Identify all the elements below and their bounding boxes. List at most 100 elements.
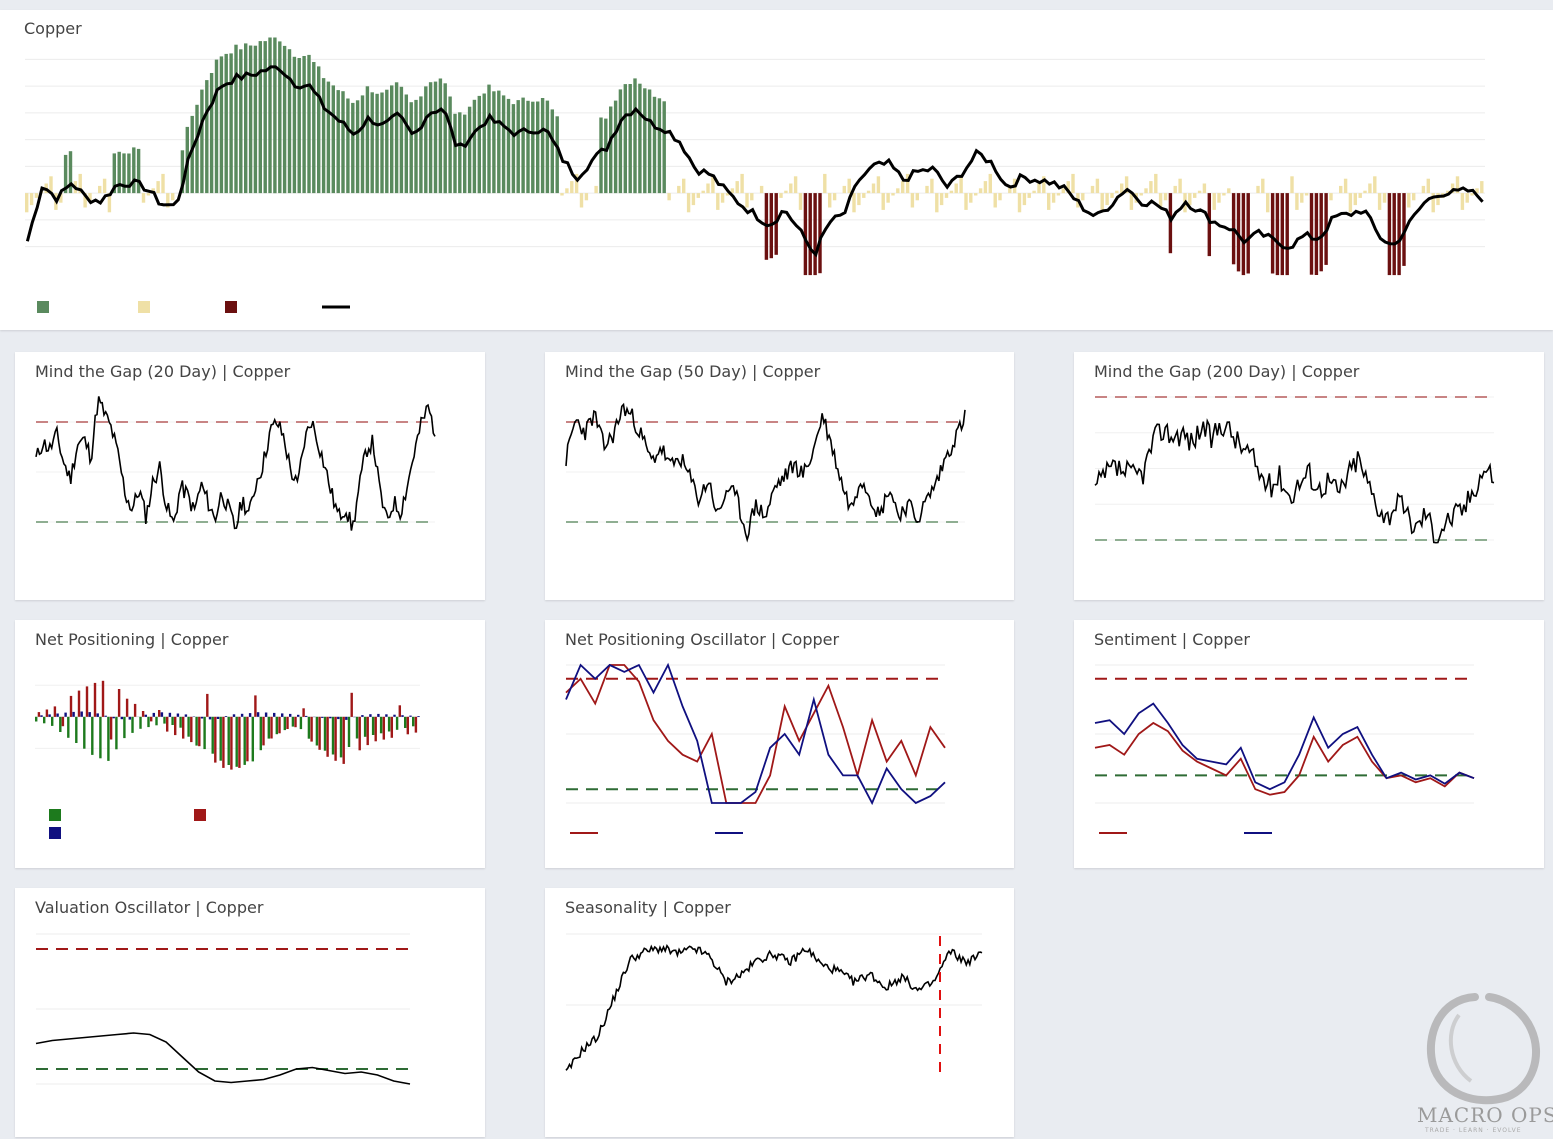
regime-bar (1393, 193, 1396, 275)
sentiment-chart (1074, 620, 1544, 868)
regime-bar (332, 85, 335, 193)
position-bar-commercials (268, 717, 270, 739)
regime-bar (862, 193, 865, 198)
position-bar-commercials (163, 717, 165, 724)
regime-bar (1373, 176, 1376, 193)
regime-bar (1222, 193, 1225, 195)
position-bar-small_spec (241, 714, 243, 717)
regime-bar (327, 82, 330, 194)
position-bar-large_spec (46, 710, 48, 717)
regime-bar (444, 83, 447, 193)
position-bar-commercials (107, 717, 109, 761)
regime-bar (302, 56, 305, 193)
position-bar-small_spec (113, 717, 115, 719)
regime-bar (453, 114, 456, 193)
position-bar-small_spec (177, 714, 179, 717)
regime-bar (624, 84, 627, 193)
position-bar-small_spec (209, 717, 211, 720)
regime-bar (405, 95, 408, 194)
regime-bar (429, 82, 432, 193)
regime-bar (1359, 193, 1362, 198)
position-bar-large_spec (262, 717, 264, 746)
regime-bar (760, 186, 763, 193)
position-bar-small_spec (185, 714, 187, 716)
position-bar-commercials (244, 717, 246, 765)
season-chart (545, 888, 1014, 1137)
gap50-card: Mind the Gap (50 Day) | Copper (545, 352, 1014, 600)
regime-bar (643, 88, 646, 193)
sentiment-card: Sentiment | Copper (1074, 620, 1544, 868)
legend-swatch-bear (225, 301, 237, 313)
position-bar-commercials (324, 717, 326, 751)
regime-bar (1096, 179, 1099, 193)
regime-bar (750, 193, 753, 200)
regime-bar (1295, 193, 1298, 210)
regime-bar (974, 193, 977, 195)
regime-bar (901, 181, 904, 193)
legend-swatch-commercials (49, 809, 61, 821)
position-bar-large_spec (375, 717, 377, 742)
regime-bar (843, 186, 846, 193)
regime-bar (278, 41, 281, 193)
position-bar-commercials (372, 717, 374, 735)
regime-bar (745, 193, 748, 207)
regime-bar (867, 191, 870, 193)
regime-bar (239, 49, 242, 193)
regime-bar (1397, 193, 1400, 275)
position-bar-small_spec (64, 713, 66, 717)
regime-bar (1154, 174, 1157, 193)
position-bar-large_spec (126, 699, 128, 717)
regime-bar (312, 62, 315, 193)
regime-bar (925, 186, 928, 193)
position-bar-commercials (332, 717, 334, 755)
regime-bar (268, 38, 271, 194)
series-line-0 (36, 1033, 410, 1084)
seasonality-line (566, 946, 982, 1071)
regime-bar (200, 90, 203, 194)
position-bar-large_spec (230, 717, 232, 770)
position-bar-large_spec (206, 694, 208, 717)
regime-bar (882, 193, 885, 210)
regime-bar (658, 98, 661, 193)
position-bar-small_spec (273, 713, 275, 717)
regime-bar (823, 174, 826, 193)
regime-bar (395, 82, 398, 193)
regime-bar (818, 193, 821, 273)
regime-bar (1412, 193, 1415, 200)
regime-bar (911, 193, 914, 207)
position-bar-commercials (115, 717, 117, 750)
regime-bar (142, 193, 145, 203)
position-bar-small_spec (361, 715, 363, 717)
position-bar-small_spec (249, 713, 251, 717)
regime-bar (736, 181, 739, 193)
regime-bar (473, 100, 476, 193)
regime-bar (1286, 193, 1289, 275)
regime-bar (1339, 186, 1342, 193)
netpos-card: Net Positioning | Copper (15, 620, 485, 868)
position-bar-commercials (83, 717, 85, 749)
regime-bar (629, 84, 632, 193)
main-chart (0, 10, 1553, 330)
regime-bar (1349, 193, 1352, 212)
regime-bar (463, 115, 466, 194)
regime-bar (852, 193, 855, 212)
regime-bar (1144, 188, 1147, 193)
regime-bar (955, 184, 958, 194)
regime-bar (1388, 193, 1391, 275)
regime-bar (414, 100, 417, 193)
position-bar-commercials (364, 717, 366, 737)
position-bar-commercials (316, 717, 318, 746)
regime-bar (341, 91, 344, 193)
regime-bar (653, 97, 656, 193)
position-bar-large_spec (86, 686, 88, 716)
regime-bar (502, 95, 505, 193)
regime-bar (1047, 193, 1050, 210)
regime-bar (848, 179, 851, 193)
position-bar-commercials (59, 717, 61, 732)
regime-bar (1227, 188, 1230, 193)
regime-bar (1281, 193, 1284, 275)
regime-bar (259, 41, 262, 193)
position-bar-small_spec (297, 715, 299, 717)
position-bar-large_spec (150, 717, 152, 722)
position-bar-commercials (35, 717, 37, 722)
